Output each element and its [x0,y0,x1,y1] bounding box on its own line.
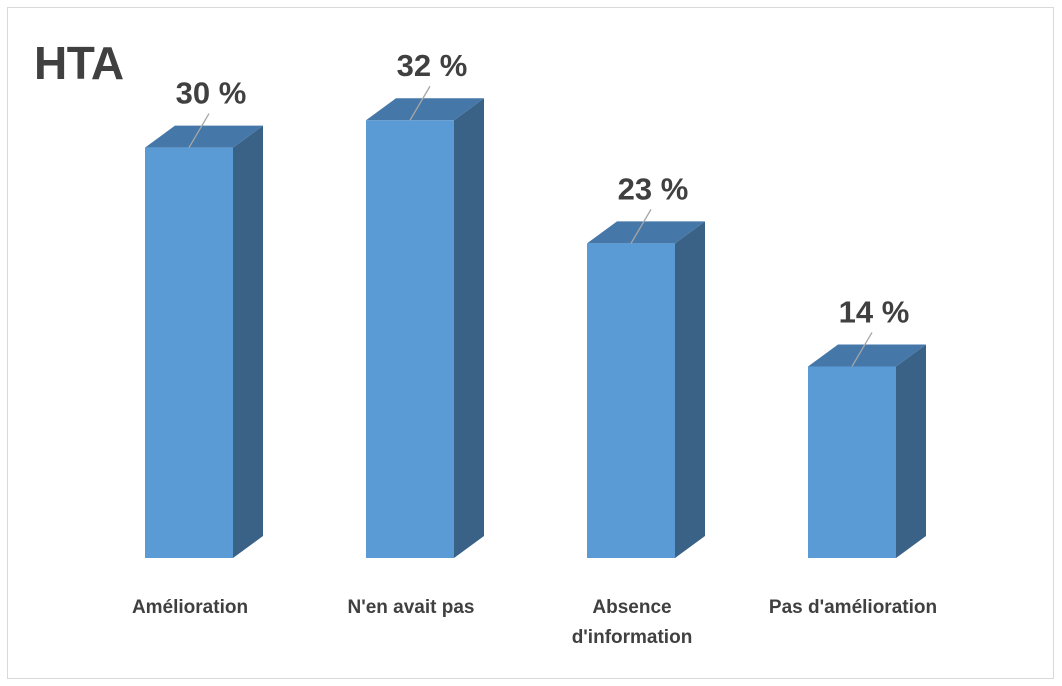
leader-line [188,113,210,148]
category-label-line: d'information [572,627,693,648]
category-label: Absence d'information [572,597,693,648]
leader-line [630,209,652,244]
data-label: 23 % [618,171,689,206]
category-label-line: N'en avait pas [347,597,474,618]
category-label-line: Absence [592,597,671,618]
category-label: Pas d'amélioration [769,597,937,618]
bar-side [454,98,484,559]
bar [145,147,233,558]
bar-top [587,221,705,244]
bar [366,120,454,559]
bar-top [145,125,263,148]
data-label: 14 % [839,294,910,329]
category-label-line: Amélioration [132,597,248,618]
data-label: 32 % [397,48,468,83]
leader-line [851,332,873,367]
bar [808,366,896,558]
bar-group: 32 % N'en avait pas [347,48,484,618]
bar [587,243,675,559]
bar-top [808,344,926,367]
leader-line [409,85,431,121]
category-label: Amélioration [132,597,248,618]
bar-group: 14 % Pas d'amélioration [769,294,937,618]
category-label-line: Pas d'amélioration [769,597,937,618]
bar-side [233,125,263,558]
bar-side [675,221,705,559]
bar-group: 30 % Amélioration [132,76,263,618]
bar-group: 23 % Absence d'information [572,171,705,648]
category-label: N'en avait pas [347,597,474,618]
bar-top [366,98,484,121]
bar-side [896,344,926,558]
data-label: 30 % [176,76,247,111]
chart-title: HTA [34,37,124,89]
